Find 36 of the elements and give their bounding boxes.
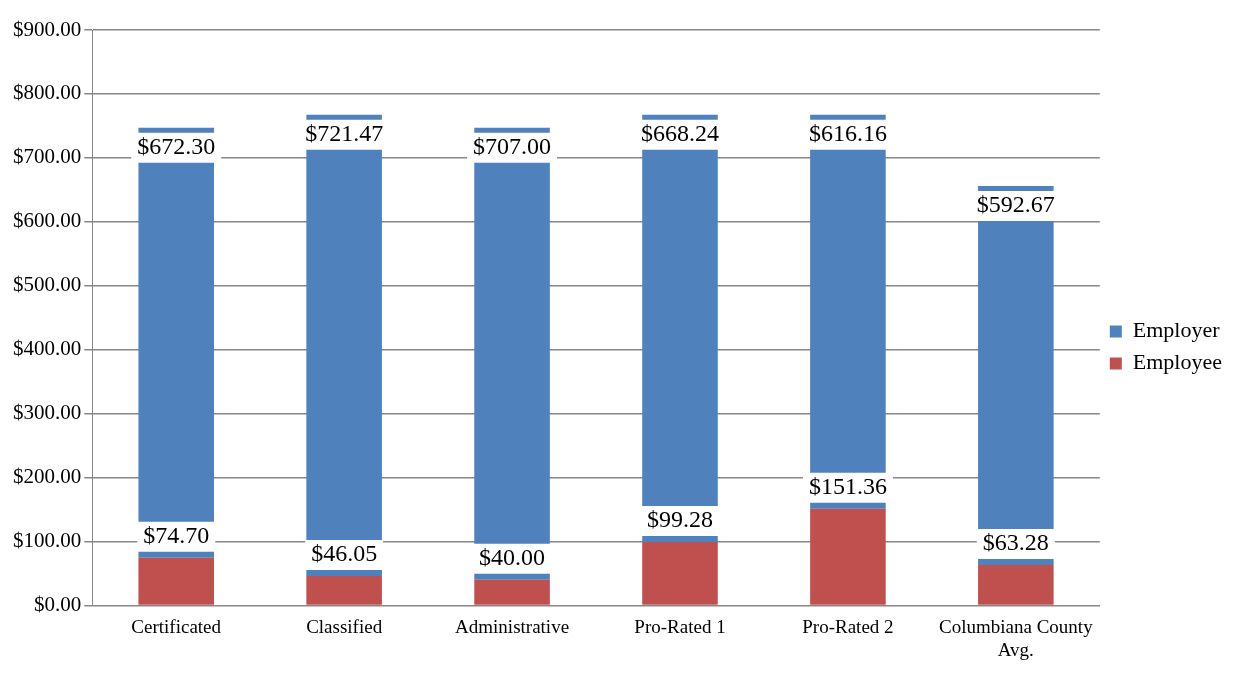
x-tick-label: Pro-Rated 2 [802,615,894,637]
y-tick-label: $900.00 [13,16,82,41]
y-tick-label: $0.00 [34,591,82,616]
y-tick-label: $600.00 [13,208,82,233]
x-tick-label: Certificated [131,615,222,637]
bar [474,579,550,605]
bar [642,541,718,605]
x-tick-label: Administrative [455,615,570,637]
y-tick-label: $400.00 [13,336,82,361]
y-tick-label: $200.00 [13,464,82,489]
text: $40.00 [479,544,546,571]
bar [138,557,214,605]
x-tick-label: Classified [306,615,383,637]
x-tick-label: Columbiana County Avg. [939,615,1094,660]
text: $151.36 [808,472,887,499]
bar [810,508,886,605]
text: $672.30 [137,133,216,160]
text: $74.70 [143,521,210,548]
text: $63.28 [982,529,1049,556]
text: $707.00 [473,133,552,160]
text: $46.05 [311,540,378,567]
y-tick-label: $100.00 [13,527,82,552]
text: $99.28 [646,506,713,533]
legend-label: Employee [1132,349,1223,375]
bar [978,564,1054,605]
y-tick-label: $700.00 [13,144,82,169]
text: $668.24 [640,120,719,146]
legend-label: Employer [1132,317,1221,343]
y-tick-label: $300.00 [13,400,82,425]
text: $592.67 [976,191,1055,218]
text: $721.47 [305,120,384,146]
y-tick-label: $800.00 [13,80,82,105]
y-tick-label: $500.00 [13,272,82,297]
bar [306,575,382,605]
text: $616.16 [808,120,887,146]
x-tick-label: Pro-Rated 1 [634,615,726,637]
